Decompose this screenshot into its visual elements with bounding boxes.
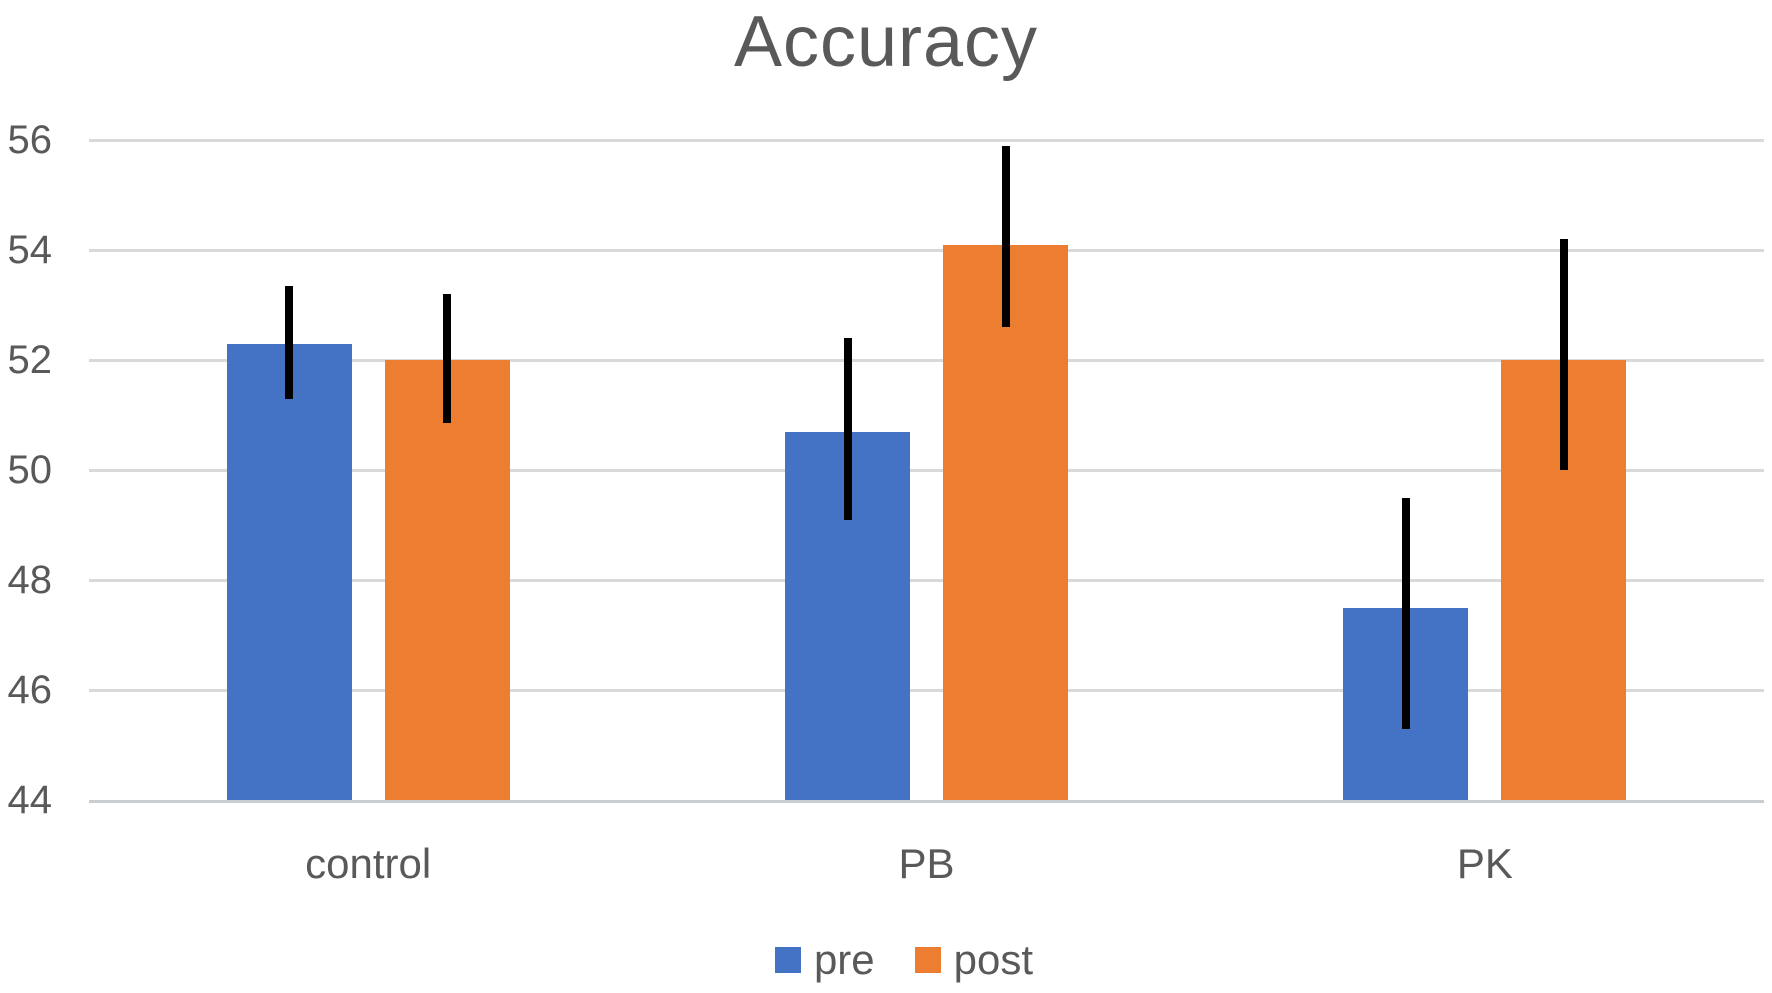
y-tick-label-46: 46 [7,668,53,712]
chart-title: Accuracy [733,2,1039,82]
gridline-48 [89,578,1764,582]
error-bar-post-control [443,294,452,424]
bar-post-control [384,360,510,800]
gridline-52 [89,358,1764,362]
bar-pre-control [226,343,352,800]
legend-label-pre: pre [813,936,875,983]
error-bar-post-PB [1001,145,1010,327]
legend: pre post [0,936,1772,984]
error-bar-pre-PB [843,338,852,520]
gridline-46 [89,688,1764,692]
error-bar-post-PK [1559,239,1568,470]
y-tick-label-44: 44 [7,778,53,822]
legend-swatch-pre [774,947,801,973]
y-tick-label-52: 52 [7,338,53,382]
x-axis-label-PB: PB [898,840,955,887]
legend-swatch-post [914,947,941,973]
bar-post-PB [943,244,1068,800]
error-bar-pre-PK [1401,497,1410,729]
y-tick-label-50: 50 [7,448,53,492]
y-tick-label-48: 48 [7,558,53,602]
gridline-54 [89,248,1764,252]
y-tick-label-56: 56 [7,118,53,162]
y-tick-label-54: 54 [7,228,53,272]
gridline-50 [89,468,1764,472]
legend-item-post: post [914,936,1034,984]
gridline-56 [89,138,1764,142]
error-bar-pre-control [285,285,294,399]
legend-item-pre: pre [774,936,875,984]
legend-label-post: post [953,936,1034,983]
x-axis-label-PK: PK [1456,840,1513,887]
x-axis-label-control: control [305,840,432,887]
x-axis-line [89,800,1764,803]
